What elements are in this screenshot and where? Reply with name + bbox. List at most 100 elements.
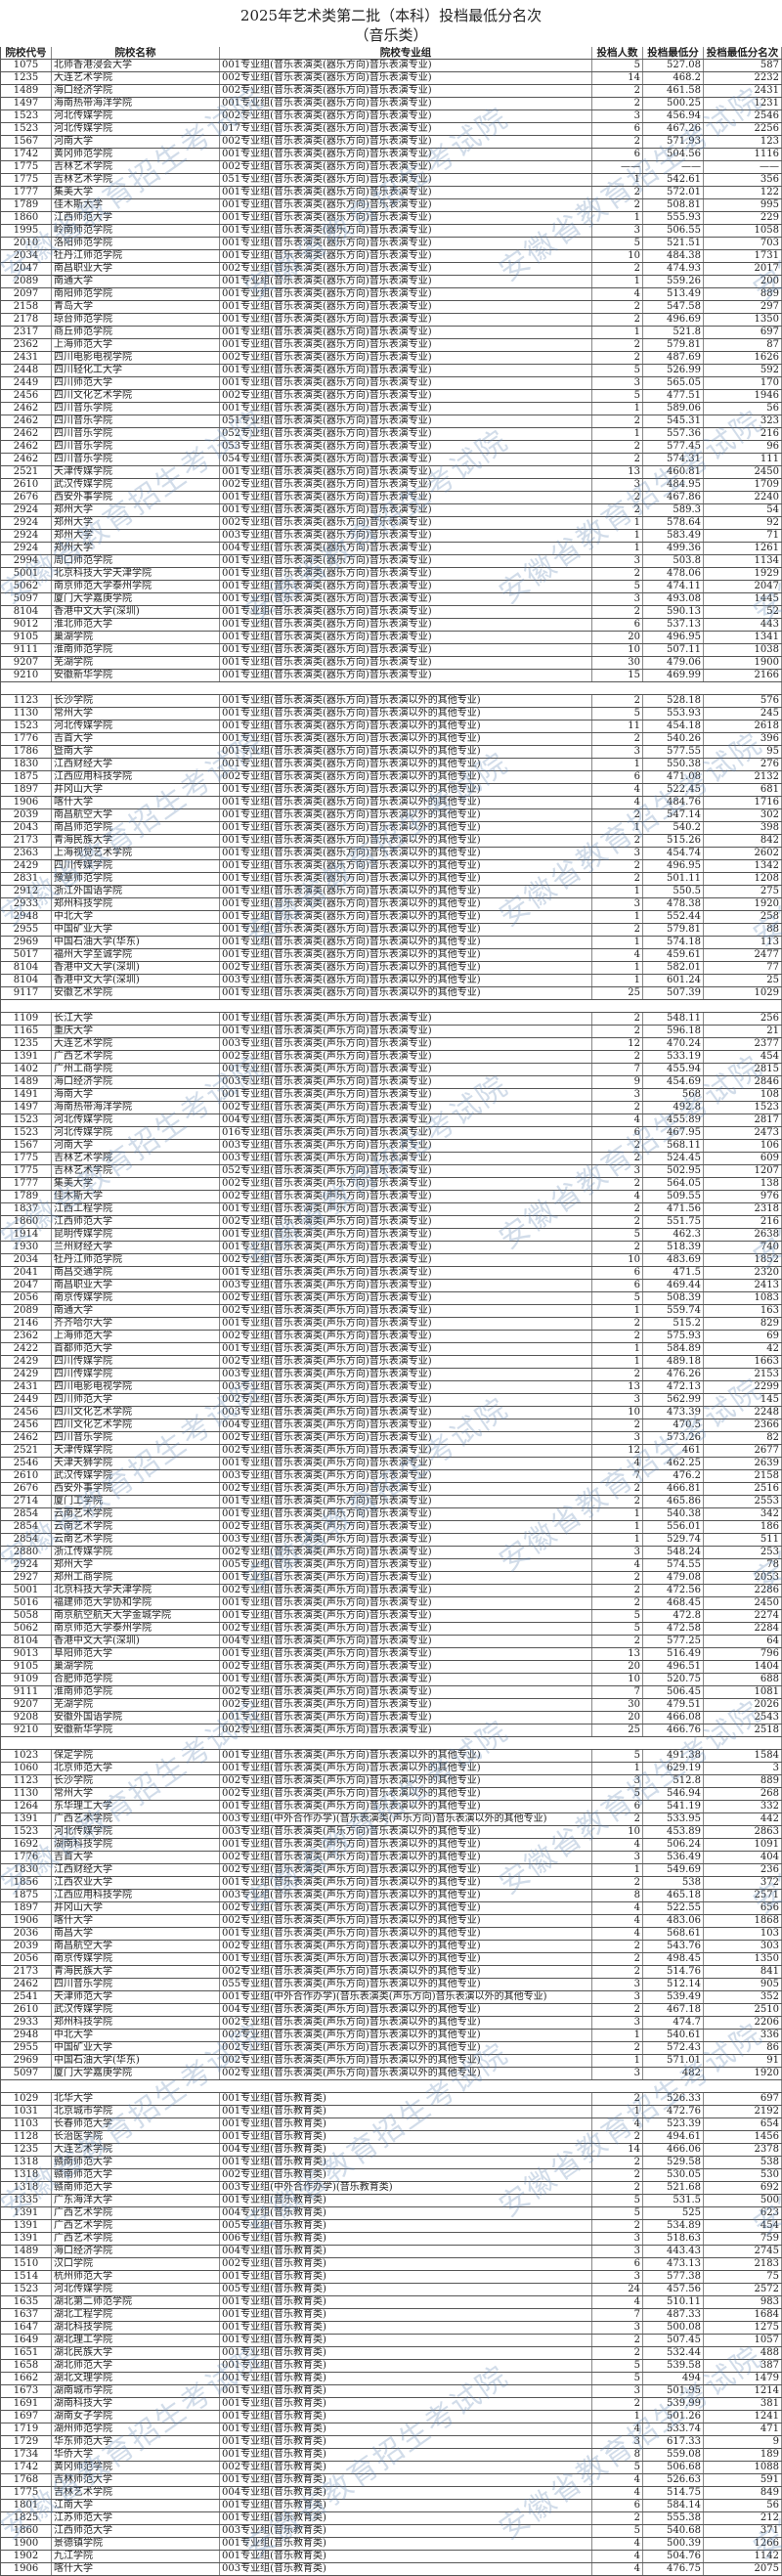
school-name-cell: 集美大学 <box>51 186 220 199</box>
min-score-cell: 465.18 <box>642 1889 704 1902</box>
major-group-cell: 002专业组(音乐表演类(声乐方向)音乐表演专业) <box>219 1660 592 1674</box>
min-score-cell: 443.43 <box>642 2245 704 2258</box>
major-group-cell: 004专业组(音乐教育类) <box>219 2143 592 2157</box>
school-code-cell: 1906 <box>0 1914 52 1928</box>
min-score-cell: 550.38 <box>642 758 704 771</box>
admitted-count-cell: 6 <box>591 770 643 784</box>
table-row: 2047 南昌职业大学 003专业组(音乐表演类(声乐方向)音乐表演专业) 6 469.… <box>0 1279 782 1292</box>
min-rank-cell: 352 <box>703 1990 782 2004</box>
admitted-count-cell: 2 <box>591 923 643 937</box>
school-name-cell: 河北传媒学院 <box>51 109 220 123</box>
min-score-cell: 568.11 <box>642 1139 704 1153</box>
admitted-count-cell: 1 <box>591 974 643 987</box>
school-code-cell: 1897 <box>0 783 52 797</box>
min-score-cell: 494 <box>642 2372 704 2385</box>
admitted-count-cell: 5 <box>591 2372 643 2385</box>
min-rank-cell: 245 <box>703 707 782 720</box>
min-score-cell: 471.56 <box>642 1202 704 1216</box>
min-score-cell: 562.99 <box>642 1393 704 1407</box>
table-row: 2924 郑州大学 002专业组(音乐表演类(器乐方向)音乐表演专业) 1 578.64… <box>0 516 782 530</box>
school-code-cell: 8104 <box>0 1635 52 1648</box>
school-code-cell: 2854 <box>0 1520 52 1534</box>
major-group-cell: 001专业组(音乐表演类(声乐方向)音乐表演专业) <box>219 1202 592 1216</box>
school-code-cell: 1775 <box>0 1164 52 1178</box>
school-code-cell: 2546 <box>0 1457 52 1470</box>
major-group-cell: 001专业组(音乐表演类(器乐方向)音乐表演专业) <box>219 402 592 415</box>
major-group-cell: 002专业组(音乐表演类(声乐方向)音乐表演专业) <box>219 1724 592 1737</box>
min-score-cell: 484.76 <box>642 796 704 809</box>
min-score-cell: 467.18 <box>642 2003 704 2017</box>
min-score-cell: 572.43 <box>642 2041 704 2055</box>
admitted-count-cell: 7 <box>591 1685 643 1699</box>
major-group-cell: 002专业组(音乐表演类(器乐方向)音乐表演专业) <box>219 262 592 276</box>
school-name-cell: 南阳师范学院 <box>51 287 220 301</box>
admitted-count-cell: 10 <box>591 249 643 263</box>
major-group-cell: 001专业组(音乐表演类(器乐方向)音乐表演以外的其他专业) <box>219 758 592 771</box>
table-row: 2043 南昌师范学院 001专业组(音乐表演类(器乐方向)音乐表演以外的其他专业)… <box>0 821 782 835</box>
admitted-count-cell: 1 <box>591 2410 643 2423</box>
school-code-cell: 2462 <box>0 402 52 415</box>
min-score-cell: 494.61 <box>642 2130 704 2144</box>
admitted-count-cell: 2 <box>591 351 643 365</box>
school-code-cell: 2448 <box>0 364 52 377</box>
min-score-cell: 514.76 <box>642 1965 704 1979</box>
school-name-cell: 长治医学院 <box>51 2130 220 2144</box>
school-code-cell: 9208 <box>0 1711 52 1725</box>
school-code-cell: 1523 <box>0 2283 52 2296</box>
school-name-cell: 青海民族大学 <box>51 1965 220 1979</box>
major-group-cell: 002专业组(音乐表演类(声乐方向)音乐表演专业) <box>219 1177 592 1191</box>
school-name-cell: 江西工程学院 <box>51 1202 220 1216</box>
school-code-cell: 2462 <box>0 1431 52 1445</box>
table-row: 2880 浙江传媒学院 002专业组(音乐表演类(声乐方向)音乐表演专业) 3 548.… <box>0 1546 782 1559</box>
admitted-count-cell: 12 <box>591 1444 643 1458</box>
min-rank-cell: 253 <box>703 1546 782 1559</box>
school-code-cell: 5097 <box>0 2067 52 2080</box>
min-rank-cell: 1456 <box>703 2130 782 2144</box>
major-group-cell: 001专业组(音乐表演类(声乐方向)音乐表演以外的其他专业) <box>219 1876 592 1890</box>
min-score-cell: 538 <box>642 1876 704 1890</box>
min-score-cell: 565.05 <box>642 376 704 390</box>
min-score-cell: 584.89 <box>642 1342 704 1356</box>
min-score-cell: 546.94 <box>642 1787 704 1801</box>
table-row: 1837 江西工程学院 001专业组(音乐表演类(声乐方向)音乐表演专业) 2 471.… <box>0 1202 782 1216</box>
empty-cell <box>0 1736 52 1750</box>
table-row: 1742 黄冈师范学院 002专业组(音乐教育类) 5 506.68 1088 <box>0 2461 782 2474</box>
school-code-cell: 1906 <box>0 796 52 809</box>
admitted-count-cell: 20 <box>591 1711 643 1725</box>
school-code-cell: 1235 <box>0 71 52 85</box>
school-name-cell: 海口经济学院 <box>51 84 220 98</box>
empty-cell <box>219 999 592 1013</box>
school-name-cell: 云南艺术学院 <box>51 1520 220 1534</box>
min-score-cell: 574.31 <box>642 453 704 466</box>
table-row: 1651 湖北民族大学 001专业组(音乐教育类) 2 532.44 488 <box>0 2346 782 2360</box>
min-score-cell: 512.8 <box>642 1774 704 1788</box>
major-group-cell: 001专业组(音乐表演类(器乐方向)音乐表演以外的其他专业) <box>219 732 592 746</box>
table-row: 2039 南昌航空大学 001专业组(音乐表演类(器乐方向)音乐表演以外的其他专业)… <box>0 808 782 822</box>
school-code-cell: 1776 <box>0 1851 52 1864</box>
school-name-cell: 香港中文大学(深圳) <box>51 974 220 987</box>
min-score-cell: 525 <box>642 2206 704 2220</box>
table-row: 2178 琼台师范学院 001专业组(音乐表演类(器乐方向)音乐表演专业) 2 496.… <box>0 313 782 327</box>
min-rank-cell: 1523 <box>703 1101 782 1114</box>
table-row: 2056 南京传媒学院 001专业组(音乐表演类(声乐方向)音乐表演以外的其他专业)… <box>0 1952 782 1966</box>
school-name-cell: 湖南女子学院 <box>51 2410 220 2423</box>
school-code-cell: 1691 <box>0 2397 52 2411</box>
min-score-cell: 457.56 <box>642 2283 704 2296</box>
school-name-cell: 吉林艺术学院 <box>51 160 220 174</box>
min-score-cell: 548.11 <box>642 1012 704 1026</box>
min-rank-cell: 1231 <box>703 97 782 110</box>
min-rank-cell: 145 <box>703 1393 782 1407</box>
major-group-cell: 001专业组(音乐表演类(声乐方向)音乐表演专业) <box>219 1088 592 1102</box>
school-name-cell: 郑州大学 <box>51 1558 220 1572</box>
school-code-cell: 9111 <box>0 1685 52 1699</box>
table-row: 9207 芜湖学院 002专业组(音乐表演类(声乐方向)音乐表演专业) 30 479.5… <box>0 1698 782 1712</box>
min-rank-cell: 2366 <box>703 1419 782 1432</box>
admitted-count-cell: 5 <box>591 1609 643 1623</box>
school-code-cell: 1029 <box>0 2092 52 2106</box>
admitted-count-cell: 13 <box>591 1380 643 1394</box>
table-row: 1897 井冈山大学 002专业组(音乐表演类(声乐方向)音乐表演以外的其他专业) 4… <box>0 1901 782 1915</box>
empty-cell <box>591 2079 643 2093</box>
admitted-count-cell: 1 <box>591 1304 643 1318</box>
school-code-cell: 2955 <box>0 923 52 937</box>
table-row: 9117 安徽艺术学院 001专业组(音乐表演类(器乐方向)音乐表演以外的其他专业)… <box>0 986 782 1000</box>
